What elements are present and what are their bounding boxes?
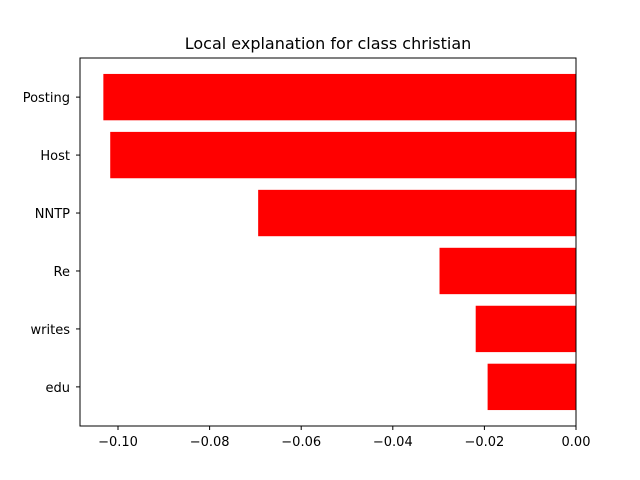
plot-frame [79,57,577,427]
y-tick-label: Re [54,265,70,280]
x-axis-ticks: −0.10 −0.08 −0.06 −0.04 −0.02 0.00 [98,426,590,450]
bar-nntp [258,189,576,237]
bar-host [110,131,577,179]
x-tick-label: 0.00 [562,435,591,450]
bar-writes [475,305,576,353]
y-tick-label: writes [31,323,71,338]
x-tick-label: −0.02 [464,435,504,450]
bar-posting [103,73,577,121]
y-tick-label: Host [40,149,70,164]
bar-edu [487,363,576,411]
x-tick-label: −0.08 [190,435,230,450]
chart-title: Local explanation for class christian [185,34,472,53]
y-axis-ticks: Posting Host NNTP Re writes edu [23,91,80,396]
x-tick-label: −0.10 [98,435,138,450]
bar-re [439,247,576,295]
y-tick-label: NNTP [35,207,70,222]
bars-group [103,73,577,411]
x-tick-label: −0.04 [373,435,413,450]
x-tick-label: −0.06 [281,435,321,450]
y-tick-label: edu [46,381,71,396]
y-tick-label: Posting [23,91,70,106]
